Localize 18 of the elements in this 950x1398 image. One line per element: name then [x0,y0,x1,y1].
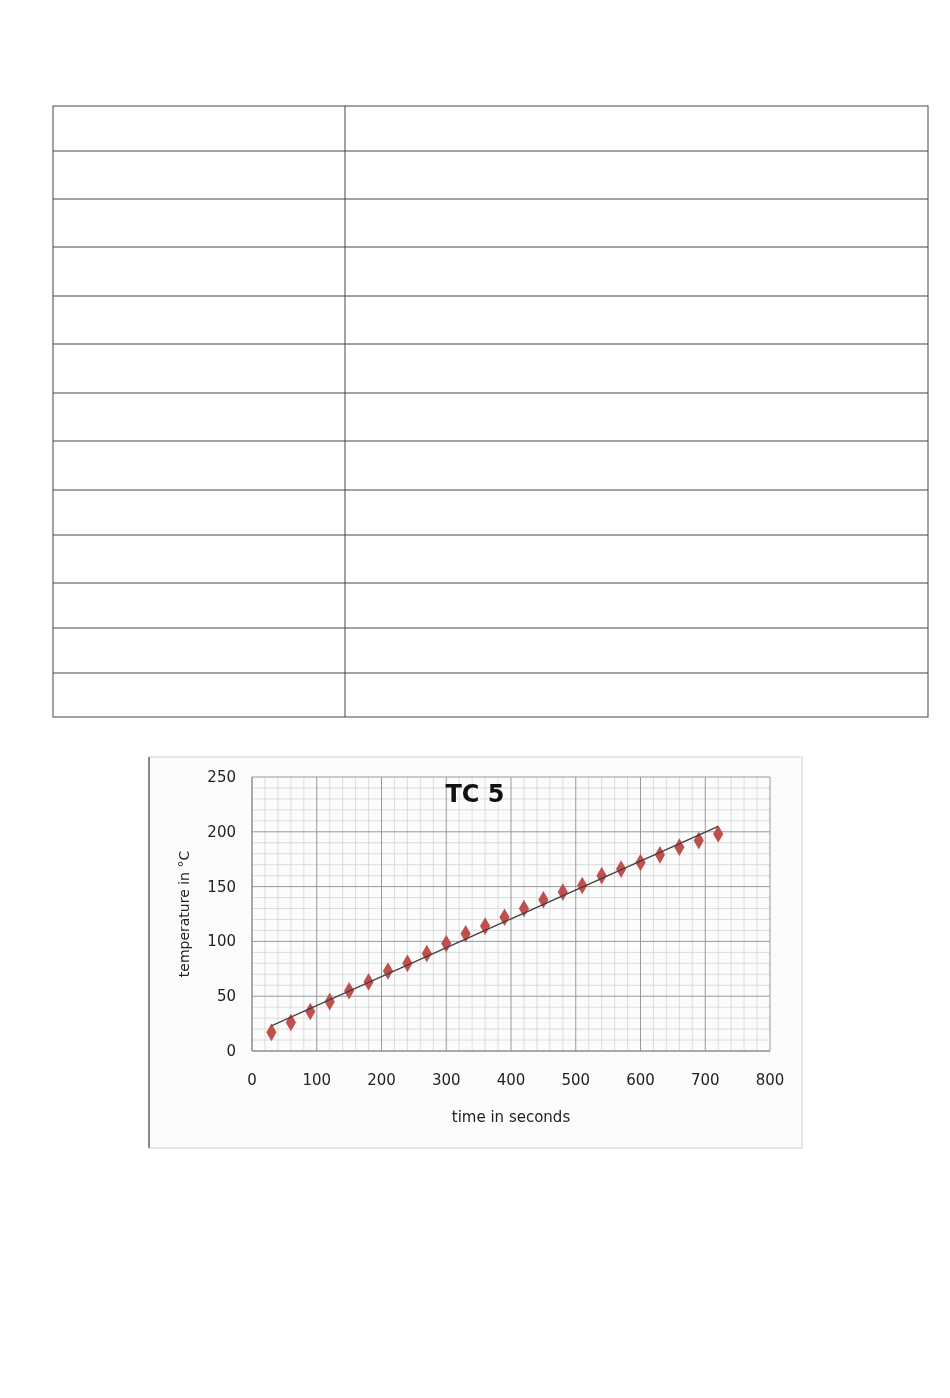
x-tick-label: 700 [690,1071,720,1089]
y-tick-label: 150 [207,877,236,896]
y-tick-label: 100 [207,932,236,951]
x-tick-label: 0 [247,1071,257,1089]
y-tick-label: 200 [207,822,236,841]
y-tick-label: 250 [207,768,236,786]
x-tick-label: 400 [496,1071,526,1089]
x-tick-label: 500 [561,1071,591,1089]
x-tick-label: 800 [755,1071,785,1089]
x-axis-title: time in seconds [451,1108,571,1126]
x-tick-label: 300 [431,1071,461,1089]
x-tick-label: 600 [626,1071,655,1089]
y-axis-title: temperature in °C [176,850,192,978]
y-tick-label: 0 [226,1042,236,1060]
y-tick-label: 50 [216,987,236,1006]
x-tick-label: 100 [302,1071,332,1089]
x-tick-label: 200 [367,1071,396,1089]
chart-title: TC 5 [445,780,505,808]
